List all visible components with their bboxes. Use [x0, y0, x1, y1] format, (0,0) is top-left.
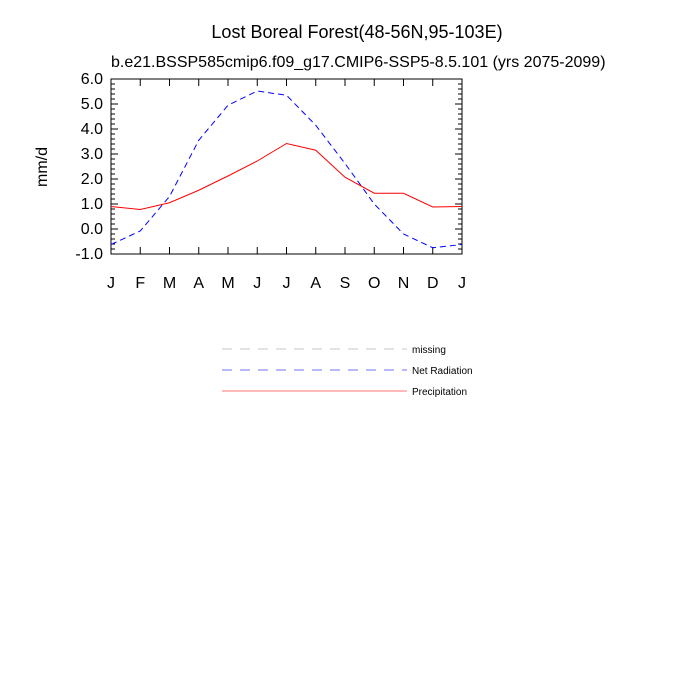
chart-title: Lost Boreal Forest(48-56N,95-103E) [211, 22, 502, 42]
y-tick-label: -1.0 [75, 246, 103, 263]
x-tick-label: J [458, 275, 466, 292]
x-tick-label: M [163, 275, 176, 292]
x-tick-label: J [107, 275, 115, 292]
legend-label-precipitation: Precipitation [412, 387, 467, 398]
x-tick-label: S [340, 275, 351, 292]
series-layer [110, 90, 463, 249]
x-tick-label: M [221, 275, 234, 292]
series-line-net-radiation [110, 90, 463, 249]
legend-label-missing: missing [412, 345, 446, 356]
x-tick-label: N [398, 275, 410, 292]
y-tick-label: 1.0 [81, 196, 103, 213]
y-tick-label: 4.0 [81, 121, 103, 138]
x-tick-label: J [283, 275, 291, 292]
legend: missing Net Radiation Precipitation [222, 345, 473, 398]
x-tick-label: O [368, 275, 380, 292]
x-tick-label: D [427, 275, 439, 292]
y-axis-ticks: -1.0 0.0 1.0 2.0 3.0 4.0 5.0 6.0 [75, 71, 462, 263]
chart-subtitle: b.e21.BSSP585cmip6.f09_g17.CMIP6-SSP5-8.… [111, 54, 606, 71]
y-tick-label: 5.0 [81, 96, 103, 113]
legend-label-net-radiation: Net Radiation [412, 366, 473, 377]
series-line-precipitation [110, 142, 463, 211]
y-tick-label: 3.0 [81, 146, 103, 163]
y-tick-label: 6.0 [81, 71, 103, 88]
x-tick-label: F [135, 275, 145, 292]
x-tick-label: J [253, 275, 261, 292]
x-tick-label: A [193, 275, 204, 292]
y-tick-label: 2.0 [81, 171, 103, 188]
x-tick-label: A [310, 275, 321, 292]
plot-frame [110, 78, 463, 255]
y-axis-label: mm/d [34, 147, 51, 187]
y-tick-label: 0.0 [81, 221, 103, 238]
